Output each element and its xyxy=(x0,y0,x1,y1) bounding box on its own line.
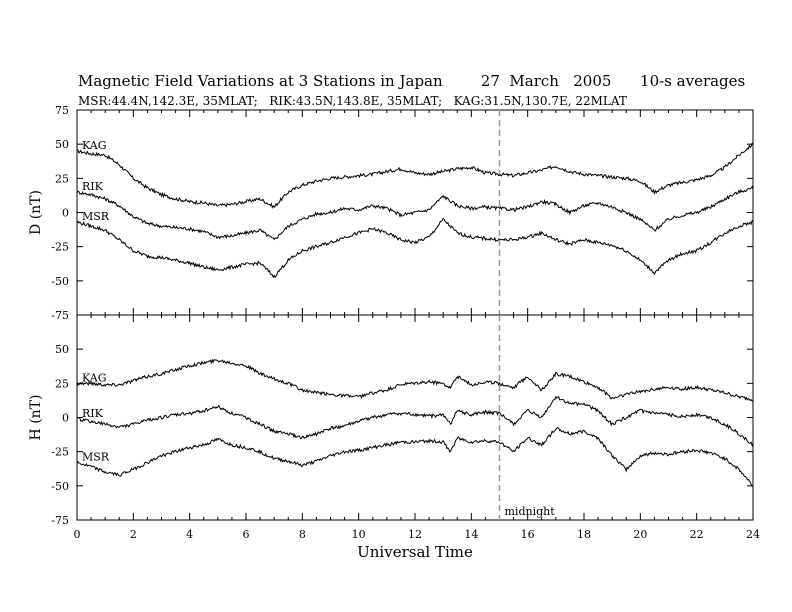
station-label-kag: KAG xyxy=(82,371,107,384)
y-tick-label: 0 xyxy=(62,207,69,220)
station-label-msr: MSR xyxy=(82,451,110,464)
station-label-rik: RIK xyxy=(82,180,104,193)
panel-d-frame xyxy=(76,109,754,316)
panel-d-declination: 75 50 25 0 -25 -50 -75 D (nT) KAG RIK MSR xyxy=(28,104,754,322)
x-tick-label: 0 xyxy=(74,528,81,541)
chart-subtitle: MSR:44.4N,142.3E, 35MLAT; RIK:43.5N,143.… xyxy=(78,94,627,108)
x-tick-label: 20 xyxy=(633,528,647,541)
panel-h-frame xyxy=(76,314,754,521)
y-tick-label: -75 xyxy=(51,514,69,527)
y-tick-label: -25 xyxy=(51,241,69,254)
x-tick-label: 6 xyxy=(243,528,250,541)
y-tick-label: 0 xyxy=(62,412,69,425)
station-label-msr: MSR xyxy=(82,210,110,223)
y-axis-title-h: H (nT) xyxy=(28,395,44,441)
x-tick-label: 22 xyxy=(690,528,704,541)
station-label-kag: KAG xyxy=(82,139,107,152)
series-d-rik xyxy=(76,185,754,241)
x-tick-label: 16 xyxy=(521,528,535,541)
series-h-kag xyxy=(76,358,754,402)
y-tick-label: 75 xyxy=(55,104,69,117)
x-tick-label: 12 xyxy=(408,528,422,541)
series-d-kag xyxy=(76,142,754,209)
x-tick-label: 10 xyxy=(352,528,366,541)
series-h-msr xyxy=(76,427,754,487)
x-tick-label: 4 xyxy=(186,528,193,541)
series-h-rik xyxy=(76,395,754,447)
y-tick-label: -50 xyxy=(51,275,69,288)
y-tick-label: 25 xyxy=(55,172,69,185)
midnight-annotation: midnight xyxy=(505,505,556,518)
x-tick-label: 2 xyxy=(130,528,137,541)
series-d-msr xyxy=(76,217,754,279)
y-tick-label: 50 xyxy=(55,343,69,356)
station-label-rik: RIK xyxy=(82,407,104,420)
y-tick-label: -50 xyxy=(51,480,69,493)
x-tick-label: 14 xyxy=(464,528,478,541)
chart-title: Magnetic Field Variations at 3 Stations … xyxy=(78,72,746,90)
x-tick-label: 8 xyxy=(299,528,306,541)
y-tick-label: 25 xyxy=(55,377,69,390)
y-axis-title-d: D (nT) xyxy=(28,190,44,235)
y-tick-label: -25 xyxy=(51,446,69,459)
x-tick-label: 24 xyxy=(746,528,760,541)
y-tick-label: 50 xyxy=(55,138,69,151)
x-tick-label: 18 xyxy=(577,528,591,541)
x-axis-title: Universal Time xyxy=(357,543,473,561)
y-tick-label: -75 xyxy=(51,309,69,322)
